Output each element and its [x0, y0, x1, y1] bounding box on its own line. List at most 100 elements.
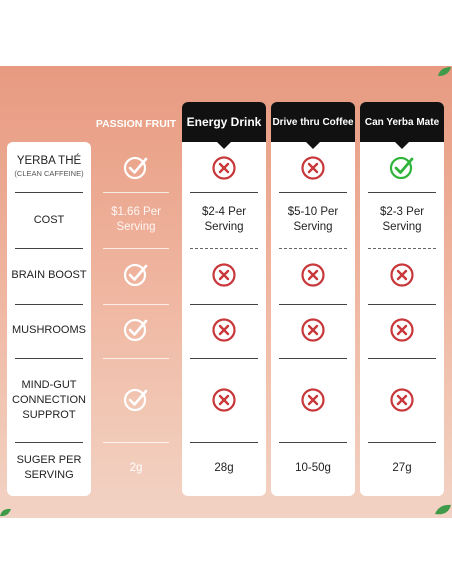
row-divider — [279, 304, 347, 305]
x-circle-icon — [301, 318, 325, 342]
can-yerba-mate-mind-gut — [360, 360, 444, 440]
leaf-decoration-bottom-right — [435, 504, 451, 515]
sugar-label-cell: SUGER PER SERVING — [7, 444, 91, 492]
check-circle-icon — [123, 388, 148, 412]
row-divider — [15, 192, 83, 193]
brain-boost-label: BRAIN BOOST — [11, 268, 87, 281]
row-divider — [103, 358, 169, 359]
row-divider — [368, 192, 436, 193]
passion-fruit-cost-value: $1.66 Per Serving — [111, 206, 161, 233]
header-pointer — [306, 142, 320, 149]
row-divider — [103, 248, 169, 249]
check-circle-icon — [389, 156, 414, 180]
row-divider — [103, 304, 169, 305]
row-divider — [15, 358, 83, 359]
passion-fruit-cost: $1.66 Per Serving — [95, 194, 177, 246]
energy-drink-cost-value: $2-4 Per Serving — [201, 206, 247, 233]
comparison-panel: YERBA THÉ (CLEAN CAFFEINE) COST BRAIN BO… — [0, 66, 452, 518]
header-pointer — [395, 142, 409, 149]
sugar-label: SUGER PER SERVING — [16, 454, 82, 481]
cost-label: COST — [33, 213, 65, 226]
x-circle-icon — [301, 156, 325, 180]
passion-fruit-mushrooms — [95, 306, 177, 354]
check-circle-icon — [123, 263, 148, 287]
passion-fruit-yerba-the — [95, 146, 177, 190]
passion-fruit-brain-boost — [95, 250, 177, 300]
row-divider — [368, 248, 436, 249]
passion-fruit-sugar: 2g — [95, 444, 177, 492]
passion-fruit-column: $1.66 Per Serving 2g — [95, 142, 177, 496]
x-circle-icon — [212, 263, 236, 287]
row-divider — [279, 442, 347, 443]
x-circle-icon — [301, 388, 325, 412]
row-divider — [279, 358, 347, 359]
row-divider — [103, 442, 169, 443]
drive-thru-coffee-column: Drive thru Coffee $5-10 Per Serving 10-5… — [271, 102, 355, 496]
can-yerba-mate-sugar-value: 27g — [392, 461, 412, 474]
drive-thru-coffee-header: Drive thru Coffee — [271, 102, 355, 149]
yerba-the-label: YERBA THÉ (CLEAN CAFFEINE) — [7, 146, 91, 186]
drive-thru-coffee-cost-value: $5-10 Per Serving — [287, 206, 339, 233]
mind-gut-label: MIND-GUT CONNECTION SUPPROT — [12, 378, 86, 421]
passion-fruit-sugar-value: 2g — [129, 461, 143, 474]
can-yerba-mate-cost: $2-3 Per Serving — [360, 194, 444, 246]
row-divider — [15, 248, 83, 249]
row-divider — [15, 442, 83, 443]
row-divider — [279, 248, 347, 249]
can-yerba-mate-column: Can Yerba Mate $2-3 Per Serving 27g — [360, 102, 444, 496]
energy-drink-brain-boost — [182, 250, 266, 300]
energy-drink-sugar-value: 28g — [214, 461, 234, 474]
x-circle-icon — [390, 263, 414, 287]
row-divider — [279, 192, 347, 193]
row-divider — [368, 442, 436, 443]
drive-thru-coffee-sugar-value: 10-50g — [295, 461, 331, 474]
can-yerba-mate-brain-boost — [360, 250, 444, 300]
row-divider — [103, 192, 169, 193]
mind-gut-label-cell: MIND-GUT CONNECTION SUPPROT — [7, 360, 91, 440]
energy-drink-mind-gut — [182, 360, 266, 440]
row-divider — [15, 304, 83, 305]
leaf-decoration-bottom-left — [0, 508, 11, 517]
header-pointer — [217, 142, 231, 149]
row-labels-column: YERBA THÉ (CLEAN CAFFEINE) COST BRAIN BO… — [7, 142, 91, 496]
row-divider — [368, 304, 436, 305]
yerba-the-subtitle: (CLEAN CAFFEINE) — [14, 168, 84, 178]
passion-fruit-header: PASSION FRUIT — [95, 118, 177, 130]
cost-label-cell: COST — [7, 194, 91, 246]
x-circle-icon — [390, 388, 414, 412]
can-yerba-mate-mushrooms — [360, 306, 444, 354]
drive-thru-coffee-brain-boost — [271, 250, 355, 300]
x-circle-icon — [212, 318, 236, 342]
can-yerba-mate-header: Can Yerba Mate — [360, 102, 444, 149]
x-circle-icon — [212, 156, 236, 180]
energy-drink-header: Energy Drink — [182, 102, 266, 149]
mushrooms-label: MUSHROOMS — [12, 323, 86, 336]
can-yerba-mate-yerba-the — [360, 146, 444, 190]
brain-boost-label-cell: BRAIN BOOST — [7, 250, 91, 300]
drive-thru-coffee-sugar: 10-50g — [271, 444, 355, 492]
energy-drink-column: Energy Drink $2-4 Per Serving 28g — [182, 102, 266, 496]
x-circle-icon — [301, 263, 325, 287]
drive-thru-coffee-cost: $5-10 Per Serving — [271, 194, 355, 246]
row-divider — [190, 304, 258, 305]
row-divider — [190, 442, 258, 443]
yerba-the-title: YERBA THÉ — [16, 154, 82, 167]
passion-fruit-mind-gut — [95, 360, 177, 440]
drive-thru-coffee-mind-gut — [271, 360, 355, 440]
x-circle-icon — [390, 318, 414, 342]
energy-drink-header-label: Energy Drink — [186, 115, 262, 129]
energy-drink-mushrooms — [182, 306, 266, 354]
row-divider — [190, 358, 258, 359]
x-circle-icon — [212, 388, 236, 412]
energy-drink-yerba-the — [182, 146, 266, 190]
can-yerba-mate-sugar: 27g — [360, 444, 444, 492]
drive-thru-coffee-header-label: Drive thru Coffee — [272, 116, 354, 128]
row-divider — [190, 248, 258, 249]
can-yerba-mate-cost-value: $2-3 Per Serving — [379, 206, 425, 233]
can-yerba-mate-header-label: Can Yerba Mate — [364, 116, 440, 128]
check-circle-icon — [123, 318, 148, 342]
energy-drink-sugar: 28g — [182, 444, 266, 492]
leaf-decoration-top-right — [438, 67, 451, 76]
mushrooms-label-cell: MUSHROOMS — [7, 306, 91, 354]
check-circle-icon — [123, 156, 148, 180]
